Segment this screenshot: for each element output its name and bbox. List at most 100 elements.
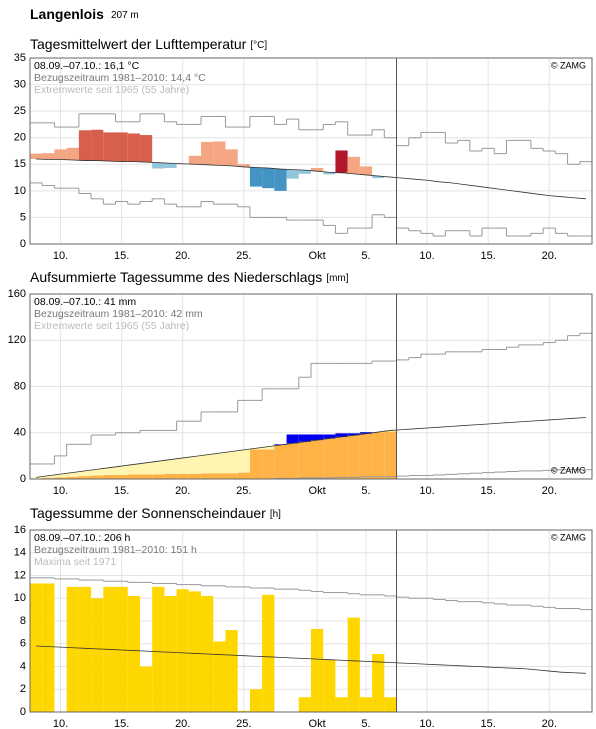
precipitation-area — [78, 476, 92, 479]
plot-border — [29, 293, 593, 480]
y-tick-label: 40 — [14, 427, 26, 439]
deviation-area — [335, 433, 348, 437]
y-tick-label: 0 — [20, 238, 26, 250]
temperature-bar — [335, 150, 348, 173]
precipitation-area — [372, 432, 385, 479]
x-tick-label: 10. — [53, 485, 68, 497]
deviation-area — [115, 466, 128, 475]
title-text: Tagessumme der Sonnenscheindauer — [30, 505, 266, 521]
temperature-bar — [237, 164, 250, 167]
temperature-bar — [164, 163, 177, 169]
deviation-area — [249, 448, 263, 450]
plot-border — [29, 529, 593, 713]
deviation-area — [30, 477, 43, 479]
precipitation-area — [66, 476, 79, 479]
temperature-bar — [286, 169, 299, 179]
title-text: Aufsummierte Tagessumme des Niederschlag… — [30, 269, 322, 285]
temperature-bar — [103, 132, 116, 162]
sunshine-bar — [30, 583, 43, 712]
temperature-bar — [152, 162, 165, 169]
precipitation-area — [188, 473, 202, 479]
x-tick-label: 5. — [361, 485, 370, 497]
deviation-area — [225, 451, 238, 474]
note: Bezugszeitraum 1981–2010: 14,4 °C — [34, 72, 206, 84]
deviation-area — [127, 464, 140, 475]
temperature-bar — [54, 149, 67, 160]
x-tick-label: 25. — [236, 485, 251, 497]
chart-title: Tagessumme der Sonnenscheindauer [h] — [30, 505, 281, 521]
precipitation-area — [359, 433, 373, 479]
x-tick-label: 10. — [419, 718, 434, 729]
deviation-area — [139, 462, 153, 475]
deviation-area — [42, 475, 55, 478]
sunshine-bar — [262, 594, 275, 712]
x-tick-label: 20. — [542, 485, 557, 497]
temperature-bar — [372, 175, 385, 179]
deviation-area — [152, 461, 165, 475]
sunshine-bar — [115, 586, 128, 712]
temperature-bar — [66, 147, 79, 161]
deviation-area — [66, 472, 79, 477]
y-tick-label: 30 — [14, 78, 26, 90]
deviation-area — [347, 433, 360, 436]
sunshine-bar — [249, 689, 263, 712]
sunshine-bar — [225, 630, 238, 712]
temperature-bar — [225, 149, 238, 166]
sunshine-bar — [372, 653, 385, 712]
deviation-area — [201, 454, 214, 474]
x-tick-label: Okt — [309, 718, 326, 729]
y-tick-label: 15 — [14, 158, 26, 170]
x-tick-label: 5. — [361, 250, 370, 262]
precipitation-area — [298, 441, 311, 479]
station-altitude: 207 m — [111, 10, 139, 21]
sunshine-bar — [323, 659, 336, 712]
temperature-bar — [115, 132, 128, 162]
y-tick-label: 160 — [8, 288, 26, 300]
precipitation-area — [103, 474, 116, 479]
x-tick-label: 15. — [114, 718, 129, 729]
title-unit: [h] — [270, 509, 281, 520]
temperature-bar — [347, 156, 360, 174]
y-tick-label: 120 — [8, 334, 26, 346]
y-tick-label: 10 — [14, 185, 26, 197]
x-tick-label: 15. — [481, 718, 496, 729]
temperature-bar — [249, 167, 263, 187]
sunshine-bar — [42, 583, 55, 712]
precipitation-area — [384, 431, 397, 479]
sunshine-bar — [91, 598, 104, 712]
y-tick-label: 25 — [14, 105, 26, 117]
sunshine-bar — [127, 595, 140, 712]
x-tick-label: 20. — [542, 250, 557, 262]
deviation-area — [237, 449, 250, 473]
x-tick-label: 25. — [236, 250, 251, 262]
precipitation-area — [335, 436, 348, 479]
x-tick-label: 20. — [175, 485, 190, 497]
y-tick-label: 6 — [20, 638, 26, 650]
chart-title: Aufsummierte Tagessumme des Niederschlag… — [30, 269, 349, 285]
plot-border — [29, 57, 593, 245]
precipitation-area — [213, 473, 226, 479]
deviation-area — [78, 470, 92, 477]
precipitation-area — [323, 438, 336, 479]
x-tick-label: 10. — [419, 485, 434, 497]
precipitation-area — [225, 473, 238, 479]
x-tick-label: 25. — [236, 718, 251, 729]
sunshine-bar — [384, 697, 397, 712]
sunshine-bar — [359, 697, 373, 712]
temperature-bar — [311, 168, 324, 172]
precipitation-area — [201, 473, 214, 479]
precipitation-area — [54, 477, 67, 479]
deviation-area — [91, 469, 104, 476]
y-tick-label: 4 — [20, 660, 26, 672]
deviation-area — [188, 456, 202, 474]
deviation-area — [54, 474, 67, 478]
deviation-area — [323, 434, 336, 439]
deviation-area — [213, 453, 226, 474]
y-tick-label: 20 — [14, 132, 26, 144]
precipitation-area — [311, 440, 324, 479]
x-tick-label: 15. — [481, 485, 496, 497]
x-tick-label: 15. — [114, 485, 129, 497]
sunshine-bar — [213, 641, 226, 712]
temperature-bar — [298, 170, 311, 174]
deviation-area — [262, 446, 275, 450]
